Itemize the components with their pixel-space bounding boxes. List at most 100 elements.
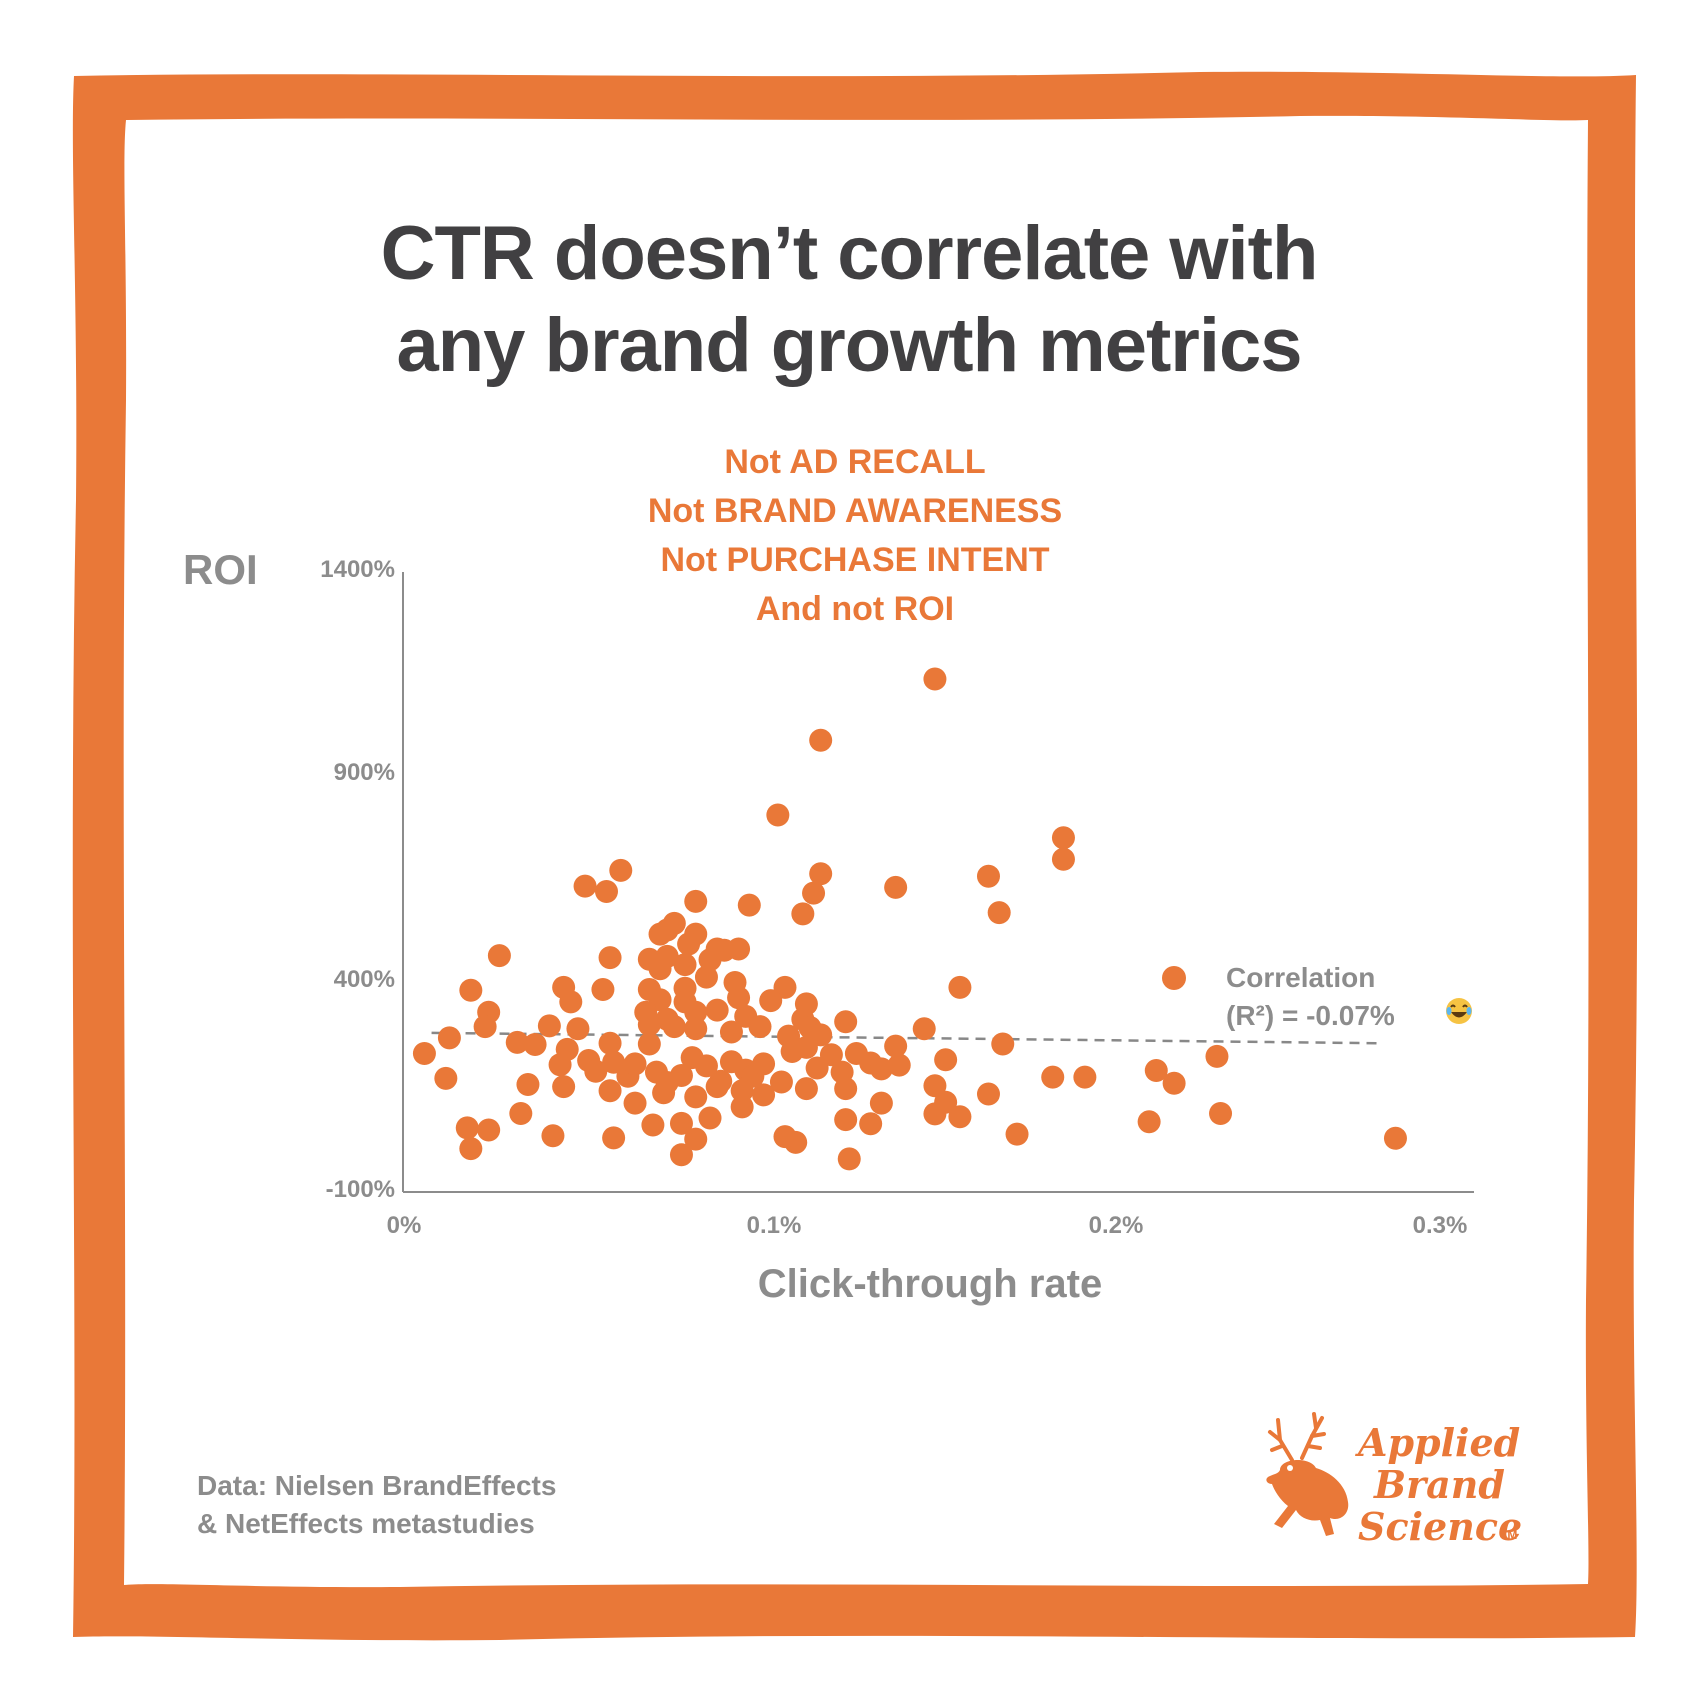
data-point-37 [694, 965, 718, 989]
data-point-59 [523, 1032, 547, 1056]
data-point-72 [434, 1066, 458, 1090]
page-title: CTR doesn’t correlate with any brand gro… [0, 208, 1698, 392]
data-point-103 [991, 1032, 1015, 1056]
data-point-29 [598, 946, 622, 970]
subtitle-line-4: And not ROI [755, 590, 955, 628]
legend-line-2: (R²) = -0.07% [1226, 1000, 1395, 1031]
data-point-78 [602, 1050, 626, 1074]
data-point-13 [737, 893, 761, 917]
data-point-125 [477, 1118, 501, 1142]
y-tick-label-900: 900% [333, 759, 395, 786]
data-point-85 [694, 1054, 718, 1078]
data-point-53 [912, 1017, 936, 1041]
data-point-123 [509, 1101, 533, 1125]
data-point-50 [748, 1015, 772, 1039]
data-point-58 [505, 1030, 529, 1054]
data-point-106 [1144, 1058, 1168, 1082]
data-point-117 [794, 1077, 818, 1101]
subtitle-line-3: Not PURCHASE INTENT [660, 541, 1050, 579]
x-tick-label-0-1: 0.1% [746, 1212, 802, 1239]
title-line-1: CTR doesn’t correlate with [380, 211, 1319, 296]
data-source-note: Data: Nielsen BrandEffects & NetEffects … [197, 1467, 556, 1543]
data-point-54 [948, 975, 972, 999]
data-point-141 [459, 1137, 483, 1161]
y-tick-label-1400: 1400% [320, 556, 395, 583]
data-point-140 [1383, 1126, 1407, 1150]
data-point-105 [1073, 1065, 1097, 1089]
data-point-126 [541, 1124, 565, 1148]
data-point-142 [669, 1143, 693, 1167]
y-tick-label-400: 400% [333, 966, 395, 993]
data-point-71 [412, 1042, 436, 1066]
data-point-11 [976, 864, 1000, 888]
data-point-67 [719, 1020, 743, 1044]
data-point-113 [684, 1085, 708, 1109]
data-point-114 [705, 1075, 729, 1099]
data-point-130 [698, 1106, 722, 1130]
data-point-138 [1137, 1110, 1161, 1134]
data-point-95 [819, 1043, 843, 1067]
data-point-118 [834, 1077, 858, 1101]
data-point-101 [887, 1053, 911, 1077]
data-point-4 [1051, 847, 1075, 871]
data-point-2 [766, 803, 790, 827]
data-point-7 [594, 880, 618, 904]
deer-frog-logo-icon [1266, 1412, 1349, 1536]
data-point-133 [834, 1108, 858, 1132]
data-point-48 [705, 998, 729, 1022]
data-point-33 [559, 990, 583, 1014]
x-tick-label-0: 0% [386, 1212, 422, 1239]
data-point-63 [637, 1032, 661, 1056]
data-point-6 [573, 874, 597, 898]
data-point-91 [769, 1070, 793, 1094]
data-point-90 [752, 1052, 776, 1076]
data-point-20 [677, 932, 701, 956]
logo-text: Applied Brand Science [1358, 1422, 1522, 1548]
trend-line [431, 1031, 1378, 1045]
logo-line-2: Brand [1374, 1462, 1505, 1507]
source-line-2: & NetEffects metastudies [197, 1508, 535, 1539]
data-point-47 [684, 1000, 708, 1024]
data-point-40 [727, 986, 751, 1010]
data-point-8 [809, 862, 833, 886]
data-point-30 [487, 944, 511, 968]
data-point-3 [1051, 826, 1075, 850]
y-tick-label-minus100: -100% [325, 1176, 395, 1203]
data-point-62 [598, 1031, 622, 1055]
data-point-31 [459, 978, 483, 1002]
data-point-57 [437, 1026, 461, 1050]
data-point-14 [684, 889, 708, 913]
data-point-5 [609, 858, 633, 882]
data-point-115 [730, 1079, 754, 1103]
data-point-128 [641, 1113, 665, 1137]
data-point-110 [598, 1079, 622, 1103]
data-point-93 [794, 1035, 818, 1059]
data-point-9 [802, 881, 826, 905]
logo-line-1: Applied [1358, 1420, 1521, 1465]
laughing-emoji-icon [1446, 998, 1472, 1024]
data-point-129 [669, 1111, 693, 1135]
data-point-56 [473, 1015, 497, 1039]
data-point-65 [662, 1015, 686, 1039]
data-point-64 [637, 1013, 661, 1037]
data-point-139 [1209, 1101, 1233, 1125]
data-point-34 [591, 977, 615, 1001]
data-point-127 [602, 1126, 626, 1150]
legend-line-1: Correlation [1226, 962, 1376, 993]
subtitle-line-2: Not BRAND AWARENESS [647, 492, 1063, 530]
data-point-27 [673, 953, 697, 977]
data-point-12 [987, 901, 1011, 925]
data-point-120 [923, 1074, 947, 1098]
data-point-83 [669, 1063, 693, 1087]
data-point-145 [837, 1147, 861, 1171]
data-point-15 [791, 902, 815, 926]
data-point-66 [684, 1017, 708, 1041]
data-point-131 [730, 1095, 754, 1119]
data-point-124 [455, 1116, 479, 1140]
data-point-0 [923, 667, 947, 691]
legend: Correlation (R²) = -0.07% [1226, 959, 1395, 1035]
data-point-73 [516, 1073, 540, 1097]
data-point-111 [623, 1091, 647, 1115]
data-point-1 [809, 728, 833, 752]
